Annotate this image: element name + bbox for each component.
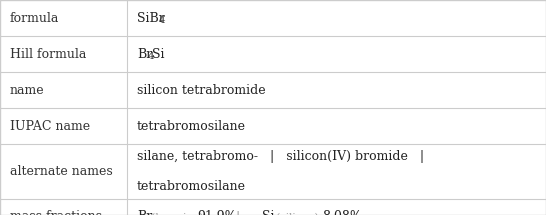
Text: (bromine): (bromine) (148, 212, 206, 215)
Text: silane, tetrabromo-   |   silicon(IV) bromide   |: silane, tetrabromo- | silicon(IV) bromid… (137, 150, 424, 163)
Text: |: | (224, 210, 253, 215)
Text: alternate names: alternate names (10, 165, 113, 178)
Text: name: name (10, 83, 45, 97)
Text: 91.9%: 91.9% (197, 210, 237, 215)
Text: Hill formula: Hill formula (10, 48, 86, 60)
Text: tetrabromosilane: tetrabromosilane (137, 180, 246, 193)
Text: (silicon): (silicon) (273, 212, 322, 215)
Text: Br: Br (137, 210, 152, 215)
Text: Si: Si (262, 210, 275, 215)
Text: 4: 4 (148, 52, 155, 61)
Text: mass fractions: mass fractions (10, 210, 102, 215)
Text: silicon tetrabromide: silicon tetrabromide (137, 83, 265, 97)
Text: tetrabromosilane: tetrabromosilane (137, 120, 246, 132)
Text: Br: Br (137, 48, 152, 60)
Text: SiBr: SiBr (137, 11, 165, 25)
Text: 8.08%: 8.08% (322, 210, 363, 215)
Text: Si: Si (152, 48, 165, 60)
Text: IUPAC name: IUPAC name (10, 120, 90, 132)
Text: formula: formula (10, 11, 60, 25)
Text: 4: 4 (158, 16, 165, 25)
